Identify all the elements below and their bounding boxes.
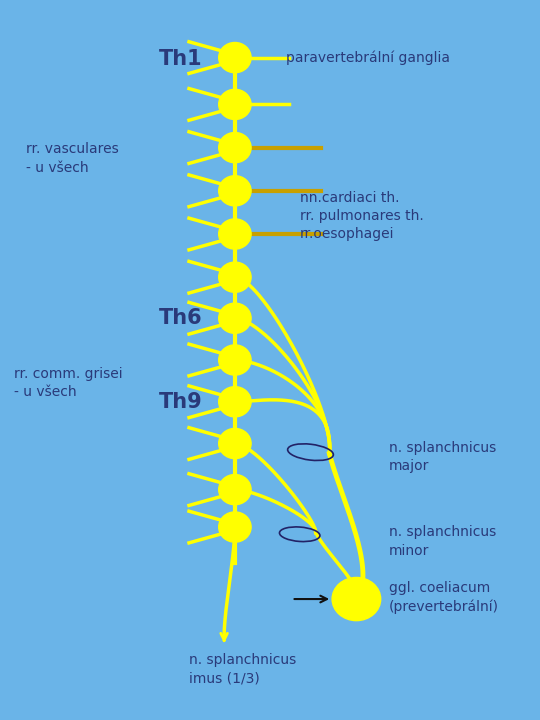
- Ellipse shape: [219, 428, 251, 459]
- Text: n. splanchnicus
major: n. splanchnicus major: [389, 441, 496, 474]
- Ellipse shape: [219, 89, 251, 120]
- Ellipse shape: [219, 474, 251, 505]
- Ellipse shape: [219, 219, 251, 249]
- Text: n. splanchnicus
minor: n. splanchnicus minor: [389, 526, 496, 557]
- Ellipse shape: [219, 345, 251, 375]
- Text: rr. vasculares
- u všech: rr. vasculares - u všech: [26, 142, 119, 175]
- Text: Th9: Th9: [159, 392, 203, 412]
- Ellipse shape: [219, 303, 251, 333]
- Text: Th1: Th1: [159, 49, 203, 69]
- Text: rr. comm. grisei
- u všech: rr. comm. grisei - u všech: [14, 366, 122, 399]
- Ellipse shape: [332, 577, 381, 621]
- Ellipse shape: [219, 176, 251, 206]
- Ellipse shape: [219, 387, 251, 417]
- Text: ggl. coeliacum
(prevertebrální): ggl. coeliacum (prevertebrální): [389, 581, 499, 614]
- Ellipse shape: [219, 512, 251, 542]
- Text: paravertebrální ganglia: paravertebrální ganglia: [286, 50, 450, 65]
- Ellipse shape: [219, 132, 251, 163]
- Ellipse shape: [219, 42, 251, 73]
- Text: n. splanchnicus
imus (1/3): n. splanchnicus imus (1/3): [189, 654, 296, 685]
- Text: Th6: Th6: [159, 308, 203, 328]
- Ellipse shape: [219, 262, 251, 292]
- Text: nn.cardiaci th.
rr. pulmonares th.
rr.oesophagei: nn.cardiaci th. rr. pulmonares th. rr.oe…: [300, 191, 423, 241]
